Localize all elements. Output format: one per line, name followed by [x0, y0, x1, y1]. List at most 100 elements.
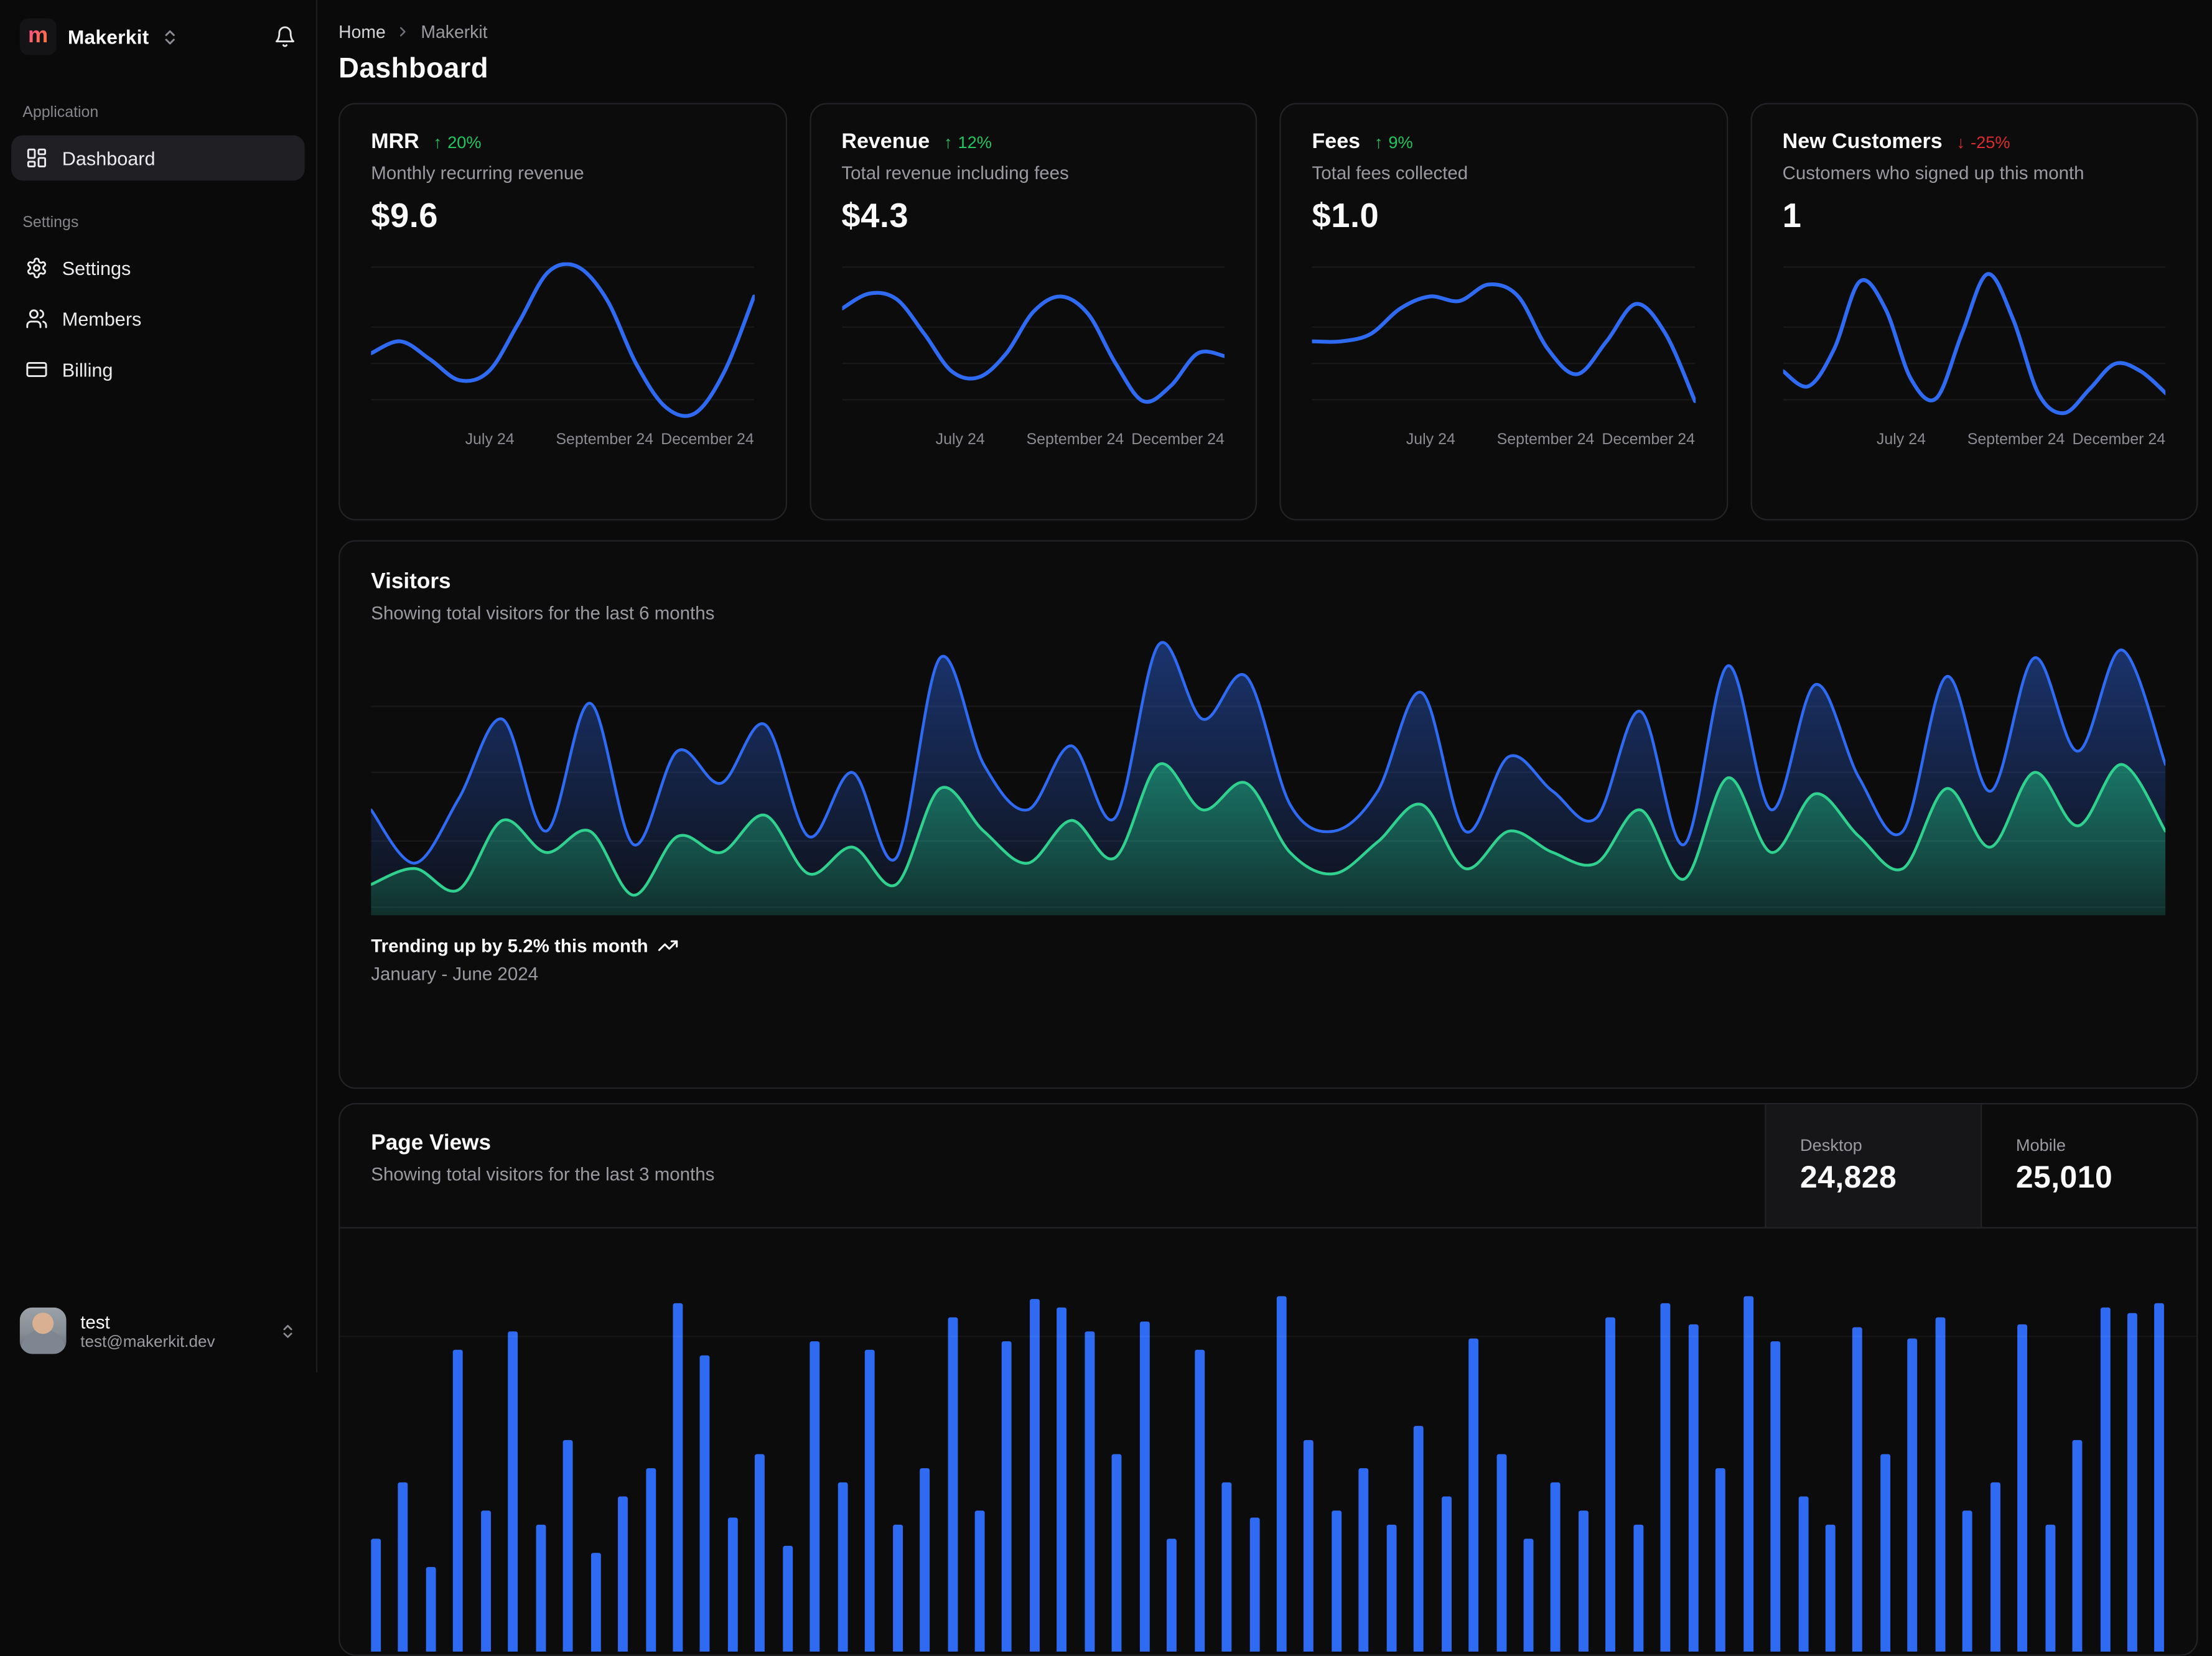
- bar: [1084, 1331, 1094, 1652]
- stat-subtitle: Total fees collected: [1312, 162, 1468, 184]
- visitors-title: Visitors: [371, 569, 451, 594]
- users-icon: [26, 307, 48, 330]
- user-email: test@makerkit.dev: [80, 1333, 215, 1351]
- bar: [1825, 1524, 1836, 1652]
- stat-title: Revenue: [841, 129, 930, 154]
- mobile-value: 25,010: [2015, 1159, 2113, 1195]
- bar: [1688, 1324, 1699, 1652]
- bar: [892, 1524, 903, 1652]
- bar: [1249, 1517, 1259, 1652]
- stat-title: Fees: [1312, 129, 1361, 154]
- bar: [1633, 1524, 1643, 1652]
- stat-subtitle: Total revenue including fees: [841, 162, 1069, 184]
- account-selector[interactable]: m Makerkit: [19, 18, 179, 55]
- bar: [1029, 1299, 1040, 1652]
- bar: [2127, 1313, 2137, 1652]
- stat-value: 1: [1782, 197, 1802, 236]
- page-title: Dashboard: [338, 53, 489, 85]
- user-menu[interactable]: test test@makerkit.dev: [0, 1289, 316, 1372]
- bar: [1743, 1296, 1753, 1652]
- bar: [645, 1468, 656, 1652]
- bar: [1167, 1538, 1177, 1652]
- sidebar-item-label: Dashboard: [62, 147, 156, 169]
- visitors-subtitle: Showing total visitors for the last 6 mo…: [371, 602, 715, 624]
- sidebar: m Makerkit Application Dashboard Setting…: [0, 0, 318, 1373]
- breadcrumb-current: Makerkit: [421, 22, 488, 42]
- bar: [1276, 1296, 1287, 1652]
- desktop-label: Desktop: [1799, 1135, 1862, 1155]
- bar: [1578, 1510, 1589, 1652]
- stat-card-fees: Fees ↑ 9% Total fees collected $1.0 July …: [1279, 103, 1728, 521]
- arrow-up-icon: ↑: [943, 131, 953, 152]
- stat-value: $4.3: [841, 197, 909, 236]
- sparkline-chart: [1782, 263, 2166, 421]
- bar: [1304, 1440, 1314, 1652]
- x-axis-labels: July 24 September 24 December 24: [465, 431, 754, 449]
- bar: [563, 1440, 573, 1652]
- trend-badge: ↑ 20%: [433, 131, 482, 152]
- sparkline-chart: [841, 263, 1225, 421]
- bar: [1962, 1510, 1973, 1652]
- bar: [1221, 1482, 1232, 1652]
- stat-card-new-customers: New Customers ↓ -25% Customers who signed…: [1750, 103, 2198, 521]
- sidebar-item-settings[interactable]: Settings: [11, 245, 305, 291]
- bar: [1441, 1496, 1452, 1652]
- stat-title: New Customers: [1782, 129, 1943, 154]
- bar: [1468, 1338, 1479, 1652]
- bar: [865, 1349, 875, 1652]
- bar: [2155, 1303, 2165, 1652]
- sidebar-item-label: Billing: [62, 359, 113, 381]
- sidebar-item-label: Settings: [62, 257, 131, 279]
- section-label-application: Application: [22, 104, 99, 121]
- trending-up-icon: [658, 935, 679, 956]
- mobile-label: Mobile: [2015, 1135, 2066, 1155]
- bar: [2017, 1324, 2028, 1652]
- bar: [508, 1331, 518, 1652]
- breadcrumb-home[interactable]: Home: [338, 22, 386, 42]
- bar: [920, 1468, 930, 1652]
- bar: [1496, 1454, 1506, 1652]
- bar: [371, 1538, 381, 1652]
- bar: [1057, 1307, 1067, 1652]
- brand-name: Makerkit: [67, 25, 149, 49]
- bar: [618, 1496, 628, 1652]
- page-views-card: Page Views Showing total visitors for th…: [338, 1102, 2198, 1656]
- bar: [700, 1355, 711, 1652]
- visitors-area-chart: [371, 640, 2166, 916]
- chevrons-up-down-icon: [279, 1323, 296, 1339]
- toggle-mobile[interactable]: Mobile 25,010: [1981, 1104, 2196, 1227]
- bar: [480, 1510, 491, 1652]
- sidebar-item-billing[interactable]: Billing: [11, 347, 305, 393]
- bar: [1414, 1426, 1424, 1652]
- bar: [426, 1566, 436, 1652]
- trend-badge: ↑ 9%: [1374, 131, 1413, 152]
- bar: [1331, 1510, 1342, 1652]
- bar: [947, 1317, 958, 1652]
- trend-badge: ↑ 12%: [943, 131, 992, 152]
- main-content: Home Makerkit Dashboard MRR ↑ 20% Monthly…: [317, 0, 2212, 1656]
- section-label-settings: Settings: [22, 214, 79, 231]
- stat-subtitle: Monthly recurring revenue: [371, 162, 584, 184]
- sidebar-item-dashboard[interactable]: Dashboard: [11, 135, 305, 181]
- bar: [1852, 1327, 1863, 1652]
- bar: [1359, 1468, 1369, 1652]
- sidebar-item-members[interactable]: Members: [11, 296, 305, 342]
- sidebar-item-label: Members: [62, 308, 142, 330]
- bar: [590, 1553, 600, 1652]
- bell-icon[interactable]: [274, 26, 296, 48]
- bar: [727, 1517, 738, 1652]
- stat-card-mrr: MRR ↑ 20% Monthly recurring revenue $9.6 …: [338, 103, 786, 521]
- visitors-footer: Trending up by 5.2% this month January -…: [371, 935, 2165, 985]
- bar: [2099, 1307, 2110, 1652]
- toggle-desktop[interactable]: Desktop 24,828: [1765, 1104, 1981, 1227]
- sparkline-chart: [371, 262, 754, 421]
- bar: [1908, 1338, 1918, 1652]
- visitors-card: Visitors Showing total visitors for the …: [338, 540, 2198, 1089]
- bar: [673, 1303, 683, 1652]
- bar: [1880, 1454, 1890, 1652]
- gear-icon: [26, 257, 48, 279]
- bar: [782, 1545, 793, 1652]
- user-avatar: [19, 1307, 67, 1354]
- stat-card-revenue: Revenue ↑ 12% Total revenue including fee…: [809, 103, 1258, 521]
